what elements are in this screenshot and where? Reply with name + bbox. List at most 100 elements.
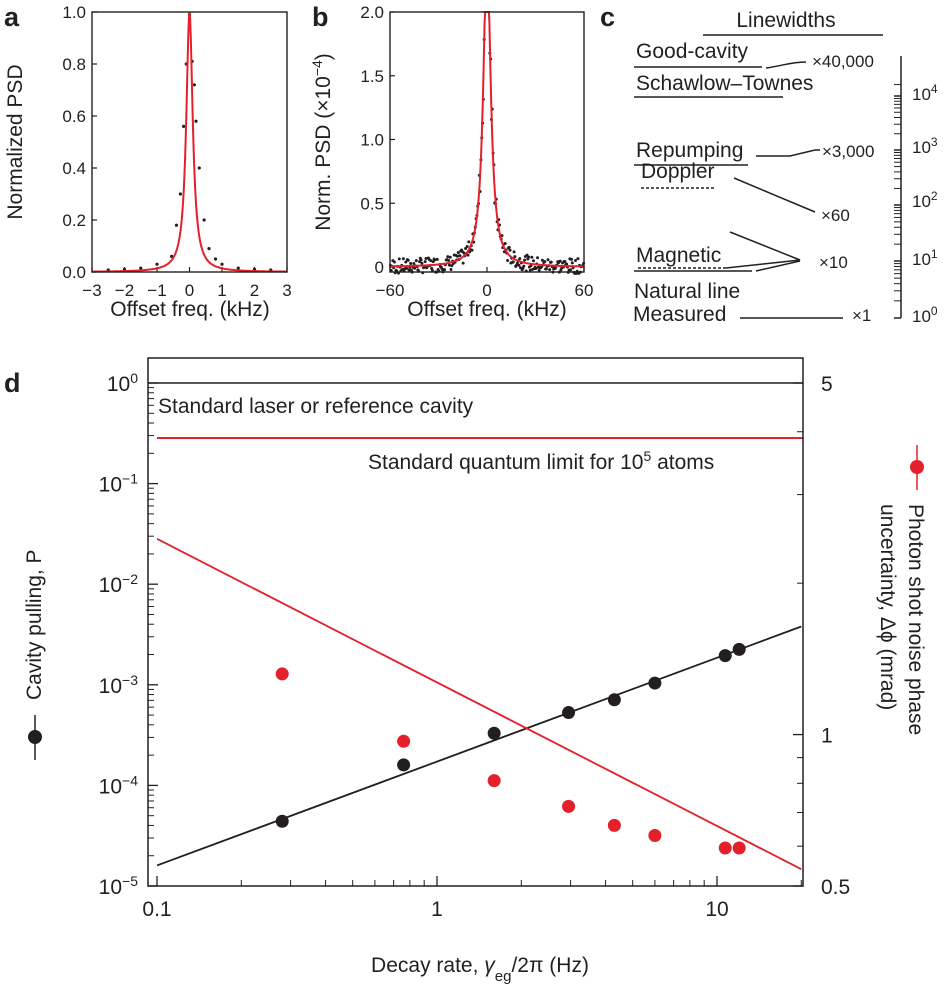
hline-label-sql: Standard quantum limit for 105 atoms <box>368 448 714 474</box>
ratio-40000: ×40,000 <box>812 52 874 71</box>
panel-b-point <box>574 258 578 262</box>
panel-d-left-tick-label: 10−4 <box>99 772 139 798</box>
panel-d-x-label: Decay rate, γeg/2π (Hz) <box>371 954 589 985</box>
panel-a-x-tick-label: 0 <box>185 281 194 300</box>
panel-a-point <box>207 247 211 251</box>
phase-uncertainty-fit-line <box>156 538 802 870</box>
panel-b-point <box>461 261 465 265</box>
cavity-pulling-point <box>718 649 732 663</box>
panel-a-point <box>213 257 218 261</box>
phase-uncertainty-point <box>487 774 501 788</box>
panel-b-point <box>534 267 538 271</box>
panel-b-point <box>503 242 507 246</box>
panel-b-point <box>433 258 437 262</box>
label-schawlow-townes: Schawlow–Townes <box>636 72 813 95</box>
panel-d-left-legend: Cavity pulling, P <box>23 549 46 760</box>
panel-b-point <box>462 251 466 255</box>
panel-b-point <box>563 260 567 264</box>
panel-d-right-y-label-1: Photon shot noise phase <box>904 504 927 735</box>
phase-uncertainty-point <box>718 841 732 855</box>
panel-b-point <box>435 257 439 261</box>
panel-b-point <box>553 266 557 270</box>
panel-b-point <box>429 259 433 263</box>
panel-b-y-label: Norm. PSD (×10−4) <box>309 53 335 231</box>
panel-b-y-tick-label: 1.5 <box>360 67 384 86</box>
panel-b-point <box>522 264 526 268</box>
panel-a: a −3 −2 −1 0 1 2 3 0.0 0.2 0.4 0.6 0.8 1.0 Offset fr… <box>4 2 292 321</box>
panel-b-point <box>543 260 547 264</box>
axis-tick-1e1: 101 <box>912 247 938 269</box>
panel-b-point <box>407 268 411 272</box>
panel-b-point <box>464 247 468 251</box>
panel-b-point <box>548 268 552 272</box>
panel-b-point <box>536 256 540 260</box>
panel-a-point <box>178 192 182 196</box>
cavity-pulling-point <box>732 642 746 656</box>
panel-d-plot-frame <box>147 357 804 887</box>
panel-a-y-tick-label: 0.0 <box>62 263 86 282</box>
panel-b-x-tick-label: −60 <box>376 281 405 300</box>
ratio-10: ×10 <box>819 253 848 272</box>
panel-b-point <box>406 258 410 262</box>
cavity-pulling-point <box>275 814 289 828</box>
panel-d-ticks: 0.1 1 10 10−5 10−4 10−3 10−2 10−1 100 0.5 1 5 <box>99 370 851 921</box>
panel-b-data-points <box>388 38 586 275</box>
linewidth-axis-ticks <box>894 84 901 319</box>
axis-tick-1e4: 104 <box>912 82 938 104</box>
phase-uncertainty-point <box>732 841 746 855</box>
panel-b-point <box>558 259 562 263</box>
panel-b-point <box>409 262 413 266</box>
panel-b-x-tick-label: 60 <box>575 281 594 300</box>
panel-b-y-tick-label: 1.0 <box>360 131 384 150</box>
panel-a-x-label: Offset freq. (kHz) <box>110 298 269 321</box>
panel-b-point <box>569 268 573 272</box>
connector-good-cavity <box>765 61 807 69</box>
panel-a-point <box>202 218 206 222</box>
panel-b-point <box>449 268 453 272</box>
panel-b-point <box>546 258 550 262</box>
panel-b-point <box>405 266 409 270</box>
panel-a-y-label: Normalized PSD <box>4 64 27 219</box>
panel-d-right-tick-label: 0.5 <box>821 876 850 899</box>
panel-b-point <box>531 259 535 263</box>
panel-d-left-tick-label: 10−3 <box>99 672 139 698</box>
panel-b-point <box>456 251 460 255</box>
panel-a-point <box>139 266 143 270</box>
panel-b-x-label: Offset freq. (kHz) <box>407 298 566 321</box>
panel-a-data-points <box>106 13 273 272</box>
panel-d-fit-lines <box>156 538 802 870</box>
label-doppler: Doppler <box>641 160 715 183</box>
panel-a-point <box>197 166 201 170</box>
panel-b-point <box>447 258 451 262</box>
legend-marker-phase-uncertainty <box>910 460 924 474</box>
phase-uncertainty-point <box>397 734 411 748</box>
axis-tick-1e3: 103 <box>912 135 938 157</box>
panel-b-point <box>528 268 532 272</box>
panel-label-d: d <box>4 368 21 398</box>
panel-b-point <box>565 262 569 266</box>
panel-b-point <box>465 244 469 248</box>
axis-tick-1e0: 100 <box>912 304 938 326</box>
panel-a-point <box>155 262 159 266</box>
hline-label-standard-laser: Standard laser or reference cavity <box>158 395 474 418</box>
panel-b-point <box>412 262 416 266</box>
panel-label-b: b <box>312 2 329 32</box>
panel-d-right-tick-label: 5 <box>821 373 833 396</box>
panel-a-y-tick-label: 0.8 <box>62 55 86 74</box>
panel-b-point <box>508 248 512 252</box>
panel-b-point <box>576 257 580 261</box>
panel-b-point <box>450 264 454 268</box>
panel-d-right-tick-label: 1 <box>821 725 833 748</box>
panel-d-data-points <box>275 642 746 855</box>
panel-a-plot-frame <box>91 11 288 273</box>
panel-d-left-y-label: Cavity pulling, P <box>23 549 46 700</box>
cavity-pulling-point <box>648 676 662 690</box>
panel-a-ticks: −3 −2 −1 0 1 2 3 0.0 0.2 0.4 0.6 0.8 1.0 <box>62 3 291 300</box>
panel-b-point <box>414 259 418 263</box>
panel-a-x-tick-label: 1 <box>217 281 226 300</box>
phase-uncertainty-point <box>275 667 289 681</box>
panel-a-y-tick-label: 0.2 <box>62 211 86 230</box>
axis-tick-1e2: 102 <box>912 189 938 211</box>
panel-a-point <box>192 83 196 87</box>
